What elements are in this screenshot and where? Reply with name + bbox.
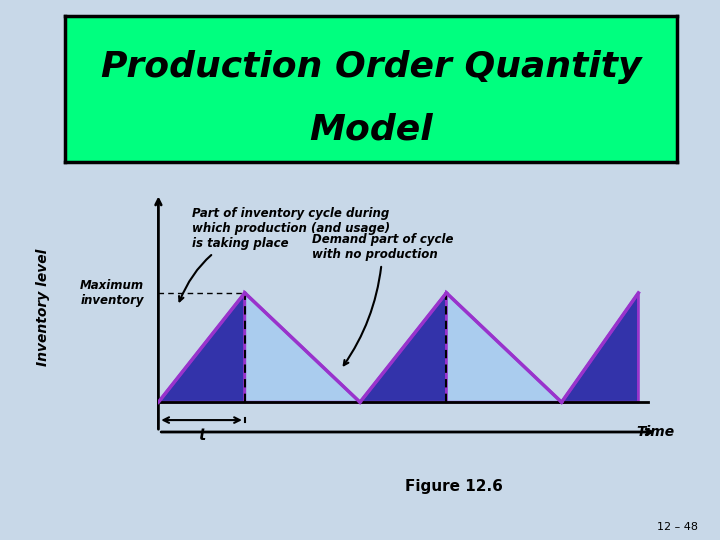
Text: Maximum
inventory: Maximum inventory	[80, 279, 144, 307]
Text: Production Order Quantity: Production Order Quantity	[101, 50, 641, 84]
Text: Part of inventory cycle during
which production (and usage)
is taking place: Part of inventory cycle during which pro…	[179, 207, 390, 301]
Polygon shape	[360, 293, 446, 402]
Polygon shape	[245, 293, 360, 402]
Polygon shape	[158, 293, 245, 402]
Text: Inventory level: Inventory level	[36, 249, 50, 367]
Text: Model: Model	[309, 113, 433, 147]
Text: Demand part of cycle
with no production: Demand part of cycle with no production	[312, 233, 454, 365]
Polygon shape	[562, 293, 639, 402]
Text: 12 – 48: 12 – 48	[657, 522, 698, 532]
Text: t: t	[198, 428, 205, 443]
Text: Time: Time	[636, 425, 674, 439]
Text: Figure 12.6: Figure 12.6	[405, 478, 503, 494]
Polygon shape	[446, 293, 562, 402]
